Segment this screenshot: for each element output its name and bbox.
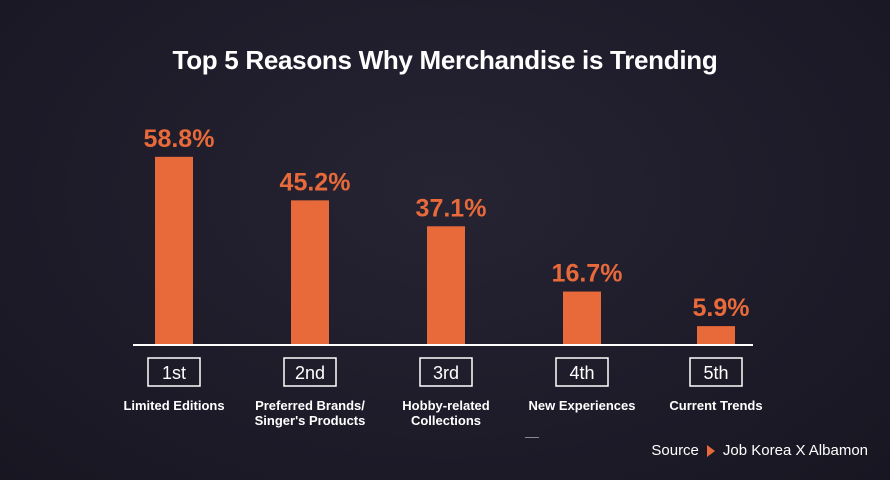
rank-box-3rd [419, 357, 473, 387]
rank-label-3rd: 3rd [433, 363, 459, 383]
bar-3rd [427, 226, 465, 345]
rank-box-1st [147, 357, 201, 387]
value-label-3rd: 37.1% [416, 194, 487, 222]
category-label-4th-line-1: New Experiences [529, 398, 636, 413]
rank-box-2nd [283, 357, 337, 387]
value-label-5th: 5.9% [693, 294, 750, 322]
rank-box-4th [555, 357, 609, 387]
value-label-2nd: 45.2% [280, 168, 351, 196]
chart-title: Top 5 Reasons Why Merchandise is Trendin… [172, 45, 718, 75]
rank-label-2nd: 2nd [295, 363, 325, 383]
bar-5th [697, 326, 735, 345]
category-label-2nd-line-1: Preferred Brands/ [255, 398, 365, 413]
bar-1st [155, 156, 193, 345]
category-label-3rd-line-1: Hobby-related [402, 398, 489, 413]
arrow-icon [706, 444, 715, 457]
bar-4th [563, 291, 601, 345]
source-text: Job Korea X Albamon [722, 442, 868, 459]
rank-label-1st: 1st [162, 363, 186, 383]
category-label-2nd-line-2: Singer's Products [255, 413, 366, 428]
bar-2nd [291, 200, 329, 345]
rank-box-5th [689, 357, 743, 387]
source-label: Source [651, 442, 699, 459]
source-credit: Source Job Korea X Albamon [651, 442, 868, 459]
bar-chart: 58.8% 1st Limited Editions 45.2% 2nd Preferre… [123, 125, 762, 428]
value-label-1st: 58.8% [144, 125, 215, 153]
small-dash [525, 437, 539, 438]
bars-group [155, 156, 735, 345]
category-label-1st-line-1: Limited Editions [123, 398, 224, 413]
rank-label-4th: 4th [569, 363, 594, 383]
category-label-5th-line-1: Current Trends [669, 398, 762, 413]
labels-group: 58.8% 1st Limited Editions 45.2% 2nd Preferre… [123, 125, 762, 428]
value-label-4th: 16.7% [552, 260, 623, 288]
category-label-3rd-line-2: Collections [411, 413, 481, 428]
rank-label-5th: 5th [703, 363, 728, 383]
